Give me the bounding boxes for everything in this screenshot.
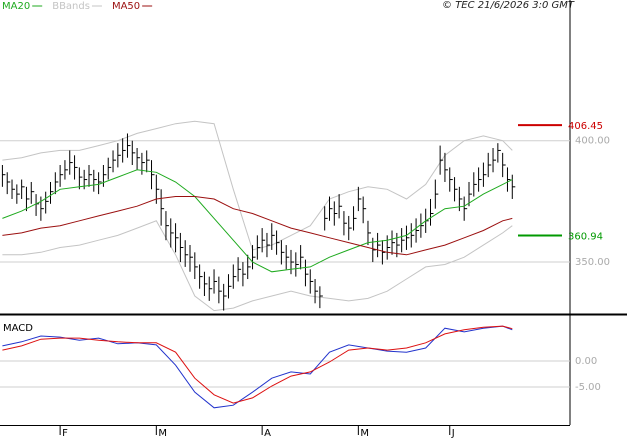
y-tick-label: -5.00 — [575, 382, 601, 393]
level-label: 360.94 — [568, 232, 603, 243]
legend-label: BBands — [52, 1, 90, 12]
macd-title: MACD — [3, 323, 33, 334]
x-tick-label: F — [62, 428, 68, 439]
x-tick-label: A — [264, 428, 271, 439]
moving-average — [2, 169, 513, 273]
y-tick-label: 0.00 — [575, 356, 597, 367]
copyright: © TEC 21/6/2026 3:0 GMT — [442, 0, 575, 11]
x-tick-label: J — [451, 428, 455, 439]
legend-label: MA20 — [2, 1, 30, 12]
y-tick-label: 400.00 — [575, 136, 610, 147]
level-label: 406.45 — [568, 121, 603, 132]
legend-label: MA50 — [112, 1, 140, 12]
moving-average — [2, 196, 513, 256]
macd-line — [2, 325, 513, 404]
bband-lower — [2, 220, 513, 312]
x-tick-label: M — [158, 428, 167, 439]
y-tick-label: 350.00 — [575, 257, 610, 268]
x-tick-label: M — [360, 428, 369, 439]
